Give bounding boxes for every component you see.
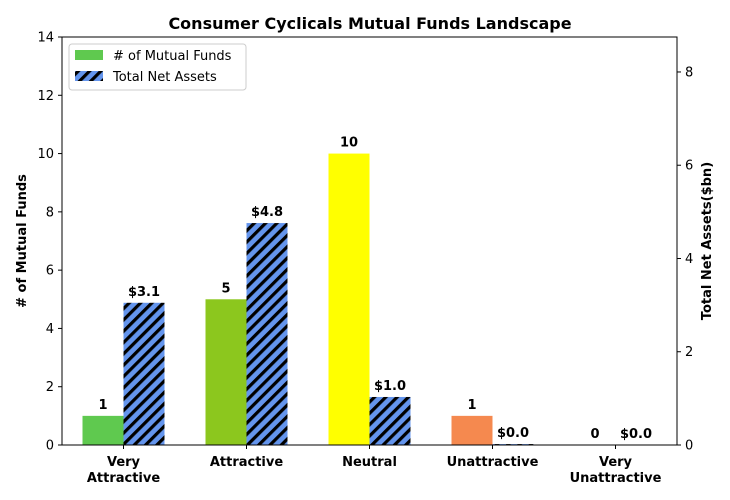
data-label-mutual-funds: 1 xyxy=(467,398,476,413)
data-label-total-net-assets: $3.1 xyxy=(128,285,160,300)
bar-mutual-funds xyxy=(82,415,124,445)
bar-total-net-assets xyxy=(246,223,288,445)
x-tick-label: Unattractive xyxy=(447,455,539,470)
x-tick-label: Very Unattractive xyxy=(570,455,662,486)
legend-label-mutual-funds: # of Mutual Funds xyxy=(113,49,232,64)
y-tick-label-left: 14 xyxy=(37,31,54,46)
y-tick-label-left: 8 xyxy=(46,205,54,220)
y-tick-label-right: 4 xyxy=(685,252,693,267)
y-tick-label-right: 0 xyxy=(685,439,693,454)
data-label-mutual-funds: 1 xyxy=(98,398,107,413)
data-label-total-net-assets: $4.8 xyxy=(251,205,283,220)
plot-frame xyxy=(61,36,678,446)
bar-mutual-funds xyxy=(328,153,370,446)
legend-label-total-net-assets: Total Net Assets xyxy=(112,70,217,85)
y-tick-label-right: 6 xyxy=(685,159,693,174)
data-label-total-net-assets: $0.0 xyxy=(497,426,529,441)
x-tick-label: Very Attractive xyxy=(87,455,161,486)
chart-title: Consumer Cyclicals Mutual Funds Landscap… xyxy=(168,14,571,33)
legend-swatch-mutual-funds xyxy=(75,50,103,60)
x-tick-label: Attractive xyxy=(210,455,284,470)
y-tick-label-left: 0 xyxy=(46,439,54,454)
data-label-total-net-assets: $1.0 xyxy=(374,379,406,394)
legend: # of Mutual Funds Total Net Assets xyxy=(68,43,247,91)
bar-total-net-assets xyxy=(123,302,165,445)
y-tick-label-right: 8 xyxy=(685,65,693,80)
data-label-total-net-assets: $0.0 xyxy=(620,427,652,442)
data-label-mutual-funds: 0 xyxy=(590,427,599,442)
y-tick-label-left: 10 xyxy=(37,147,54,162)
bar-total-net-assets xyxy=(369,396,411,445)
bar-mutual-funds xyxy=(451,415,493,445)
x-tick-label: Neutral xyxy=(342,455,397,470)
y-axis-left-label: # of Mutual Funds xyxy=(15,174,30,308)
y-tick-label-left: 6 xyxy=(46,264,54,279)
y-tick-label-left: 4 xyxy=(46,322,54,337)
legend-swatch-total-net-assets xyxy=(75,71,103,81)
legend-box xyxy=(68,43,247,91)
data-label-mutual-funds: 10 xyxy=(340,136,358,151)
y-tick-label-left: 12 xyxy=(37,89,54,104)
bar-mutual-funds xyxy=(205,299,247,445)
data-label-mutual-funds: 5 xyxy=(221,281,230,296)
y-axis-right-label: Total Net Assets($bn) xyxy=(700,162,715,320)
y-tick-label-right: 2 xyxy=(685,345,693,360)
y-tick-label-left: 2 xyxy=(46,380,54,395)
